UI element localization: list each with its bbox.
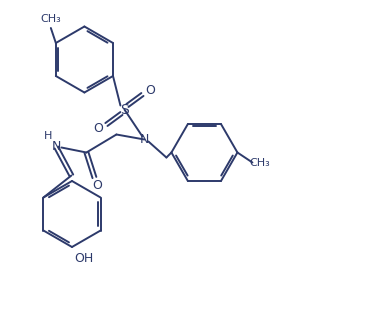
Text: N: N (140, 133, 149, 146)
Text: O: O (146, 84, 155, 97)
Text: CH₃: CH₃ (40, 14, 61, 24)
Text: CH₃: CH₃ (249, 158, 270, 167)
Text: OH: OH (74, 252, 93, 264)
Text: N: N (52, 140, 61, 153)
Text: H: H (44, 130, 53, 140)
Text: S: S (120, 103, 129, 117)
Text: O: O (94, 122, 103, 135)
Text: O: O (92, 179, 102, 192)
